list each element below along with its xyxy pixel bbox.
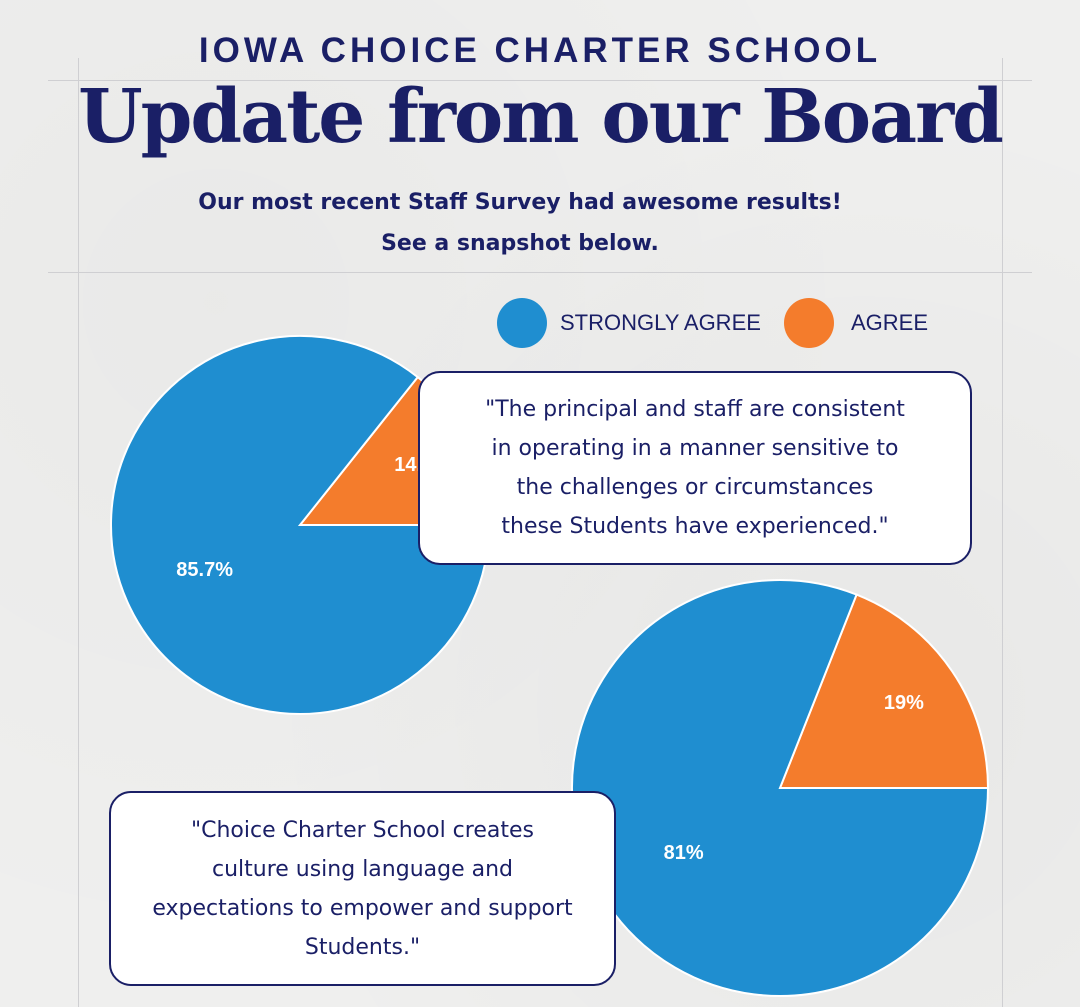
frame-line-header-bottom (48, 272, 1032, 273)
pie-chart-culture-language: 19% 81% (571, 579, 990, 997)
page-title: Update from our Board (78, 74, 1004, 160)
pie-slice-agree (778, 593, 990, 789)
legend-label-agree: AGREE (851, 310, 929, 335)
legend-swatch-agree (784, 298, 834, 348)
subtitle-line-1: Our most recent Staff Survey had awesome… (198, 190, 842, 215)
subtitle-line-2: See a snapshot below. (381, 231, 659, 256)
legend-label-strongly-agree: STRONGLY AGREE (560, 310, 761, 335)
frame-line-left (78, 58, 79, 1007)
quote-box-culture-language: "Choice Charter School creates culture u… (109, 791, 616, 986)
quote-box-principal-staff: "The principal and staff are consistent … (418, 371, 972, 565)
pie-label-agree: 19% (884, 692, 924, 714)
frame-line-right (1002, 58, 1003, 1007)
frame-line-top (48, 80, 1032, 81)
legend-swatch-strongly-agree (497, 298, 547, 348)
quote-text-culture-language: "Choice Charter School creates culture u… (152, 817, 573, 960)
pie-label-strongly-agree: 85.7% (176, 559, 233, 581)
pie-label-strongly-agree: 81% (664, 842, 704, 864)
pie-slice-strongly-agree (110, 335, 491, 715)
school-name: IOWA CHOICE CHARTER SCHOOL (198, 31, 882, 70)
quote-text-principal-staff: "The principal and staff are consistent … (485, 397, 905, 539)
